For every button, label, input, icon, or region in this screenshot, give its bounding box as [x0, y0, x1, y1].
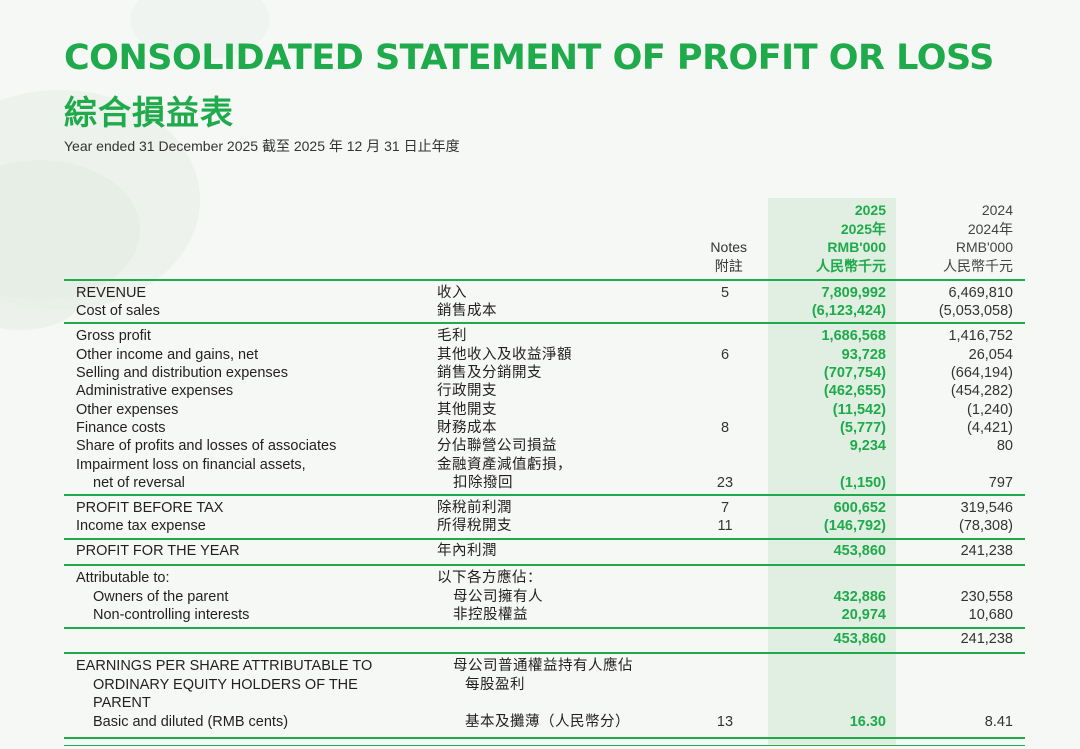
value-2025: 93,728 — [841, 347, 886, 363]
row-rule — [64, 745, 1025, 746]
row-rule — [64, 494, 1025, 496]
row-label: Gross profit — [76, 328, 151, 344]
row-label-zh: 以下各方應佔： — [437, 570, 542, 586]
row-label: Basic and diluted (RMB cents) — [93, 714, 289, 730]
row-label-zh: 收入 — [437, 285, 467, 301]
row-label-zh: 行政開支 — [437, 383, 497, 399]
value-2024: (454,282) — [950, 383, 1013, 399]
value-2025: (11,542) — [832, 402, 886, 418]
row-label: Other expenses — [76, 402, 179, 418]
row-label-zh: 銷售成本 — [437, 303, 497, 319]
row-label-continued: ORDINARY EQUITY HOLDERS OF THE — [93, 677, 358, 693]
column-header-2025: 2025 2025年 RMB'000 人民幣千元 — [816, 202, 886, 274]
value-2025: 7,809,992 — [821, 285, 886, 301]
row-label: Selling and distribution expenses — [76, 365, 288, 381]
page-title-chinese: 綜合損益表 — [64, 94, 234, 131]
value-2025: 600,652 — [833, 500, 886, 516]
row-label-zh: 其他收入及收益淨額 — [437, 347, 572, 363]
row-label-zh-continued: 扣除撥回 — [453, 475, 513, 491]
row-rule — [64, 322, 1025, 324]
row-label: EARNINGS PER SHARE ATTRIBUTABLE TO — [76, 658, 373, 674]
row-label-zh: 年內利潤 — [437, 543, 497, 559]
current-year-highlight-column — [768, 198, 896, 745]
row-label-zh: 非控股權益 — [453, 607, 528, 623]
value-2024: (4,421) — [967, 420, 1013, 436]
row-label: Share of profits and losses of associate… — [76, 438, 337, 454]
value-2024: 1,416,752 — [948, 328, 1013, 344]
row-rule — [64, 737, 1025, 739]
value-2024: 26,054 — [968, 347, 1013, 363]
row-label: Finance costs — [76, 420, 166, 436]
value-2024: 230,558 — [960, 589, 1013, 605]
value-2025: (707,754) — [823, 365, 886, 381]
row-label-zh: 金融資產減值虧損， — [437, 457, 572, 473]
row-label-zh: 除稅前利潤 — [437, 500, 512, 516]
value-2024: (5,053,058) — [938, 303, 1013, 319]
row-label: REVENUE — [76, 285, 147, 301]
row-label-continued: PARENT — [93, 695, 151, 711]
row-note: 8 — [720, 420, 730, 436]
row-label-zh: 母公司普通權益持有人應佔 — [453, 658, 633, 674]
row-label-zh: 基本及攤薄（人民幣分） — [465, 714, 630, 730]
row-label: Impairment loss on financial assets, — [76, 457, 306, 473]
value-2025: 20,974 — [841, 607, 886, 623]
value-2024: 10,680 — [968, 607, 1013, 623]
notes-column-header: Notes 附註 — [710, 239, 747, 274]
value-2024: (664,194) — [950, 365, 1013, 381]
row-label: Cost of sales — [76, 303, 160, 319]
row-label: Income tax expense — [76, 518, 206, 534]
page-title: CONSOLIDATED STATEMENT OF PROFIT OR LOSS — [64, 38, 994, 78]
value-2025: (1,150) — [840, 475, 886, 491]
value-2024: (1,240) — [967, 402, 1013, 418]
row-rule — [64, 652, 1025, 654]
value-2025: 9,234 — [849, 438, 886, 454]
value-2025: (6,123,424) — [811, 303, 886, 319]
row-label: Owners of the parent — [93, 589, 229, 605]
value-2025: 432,886 — [833, 589, 886, 605]
page-subtitle: Year ended 31 December 2025 截至 2025 年 12… — [64, 138, 460, 154]
row-label-zh: 母公司擁有人 — [453, 589, 543, 605]
row-note: 7 — [720, 500, 730, 516]
value-2025: (462,655) — [823, 383, 886, 399]
row-rule — [64, 564, 1025, 566]
value-2025: (146,792) — [823, 518, 886, 534]
value-2024: 797 — [988, 475, 1013, 491]
row-label-zh: 財務成本 — [437, 420, 497, 436]
row-note: 13 — [716, 714, 734, 730]
value-2024: 6,469,810 — [948, 285, 1013, 301]
row-label-zh: 銷售及分銷開支 — [437, 365, 542, 381]
row-label: PROFIT FOR THE YEAR — [76, 543, 240, 559]
row-label: Other income and gains, net — [76, 347, 259, 363]
row-rule — [64, 627, 1025, 629]
row-note: 11 — [717, 518, 733, 534]
value-2024: 319,546 — [960, 500, 1013, 516]
row-label: Administrative expenses — [76, 383, 234, 399]
value-2025: 453,860 — [833, 543, 886, 559]
value-2025: 1,686,568 — [821, 328, 886, 344]
value-2024: 80 — [996, 438, 1013, 454]
value-2025: 16.30 — [849, 714, 886, 730]
row-label-zh: 毛利 — [437, 328, 467, 344]
row-label-zh: 其他開支 — [437, 402, 497, 418]
value-2025: (5,777) — [840, 420, 886, 436]
header-rule — [64, 279, 1025, 281]
value-2024: 8.41 — [984, 714, 1013, 730]
column-header-2024: 2024 2024年 RMB'000 人民幣千元 — [943, 202, 1013, 274]
row-note: 6 — [720, 347, 730, 363]
value-2025: 453,860 — [833, 631, 886, 647]
value-2024: (78,308) — [958, 518, 1013, 534]
row-label: Non-controlling interests — [93, 607, 250, 623]
row-rule — [64, 538, 1025, 540]
row-label-continued: net of reversal — [93, 475, 185, 491]
row-note: 5 — [720, 285, 730, 301]
row-label-zh: 分佔聯營公司損益 — [437, 438, 557, 454]
value-2024: 241,238 — [960, 543, 1013, 559]
row-note: 23 — [716, 475, 734, 491]
row-label: PROFIT BEFORE TAX — [76, 500, 224, 516]
row-label-zh: 所得稅開支 — [437, 518, 512, 534]
value-2024: 241,238 — [960, 631, 1013, 647]
row-label-zh-continued: 每股盈利 — [465, 677, 525, 693]
row-label: Attributable to: — [76, 570, 170, 586]
